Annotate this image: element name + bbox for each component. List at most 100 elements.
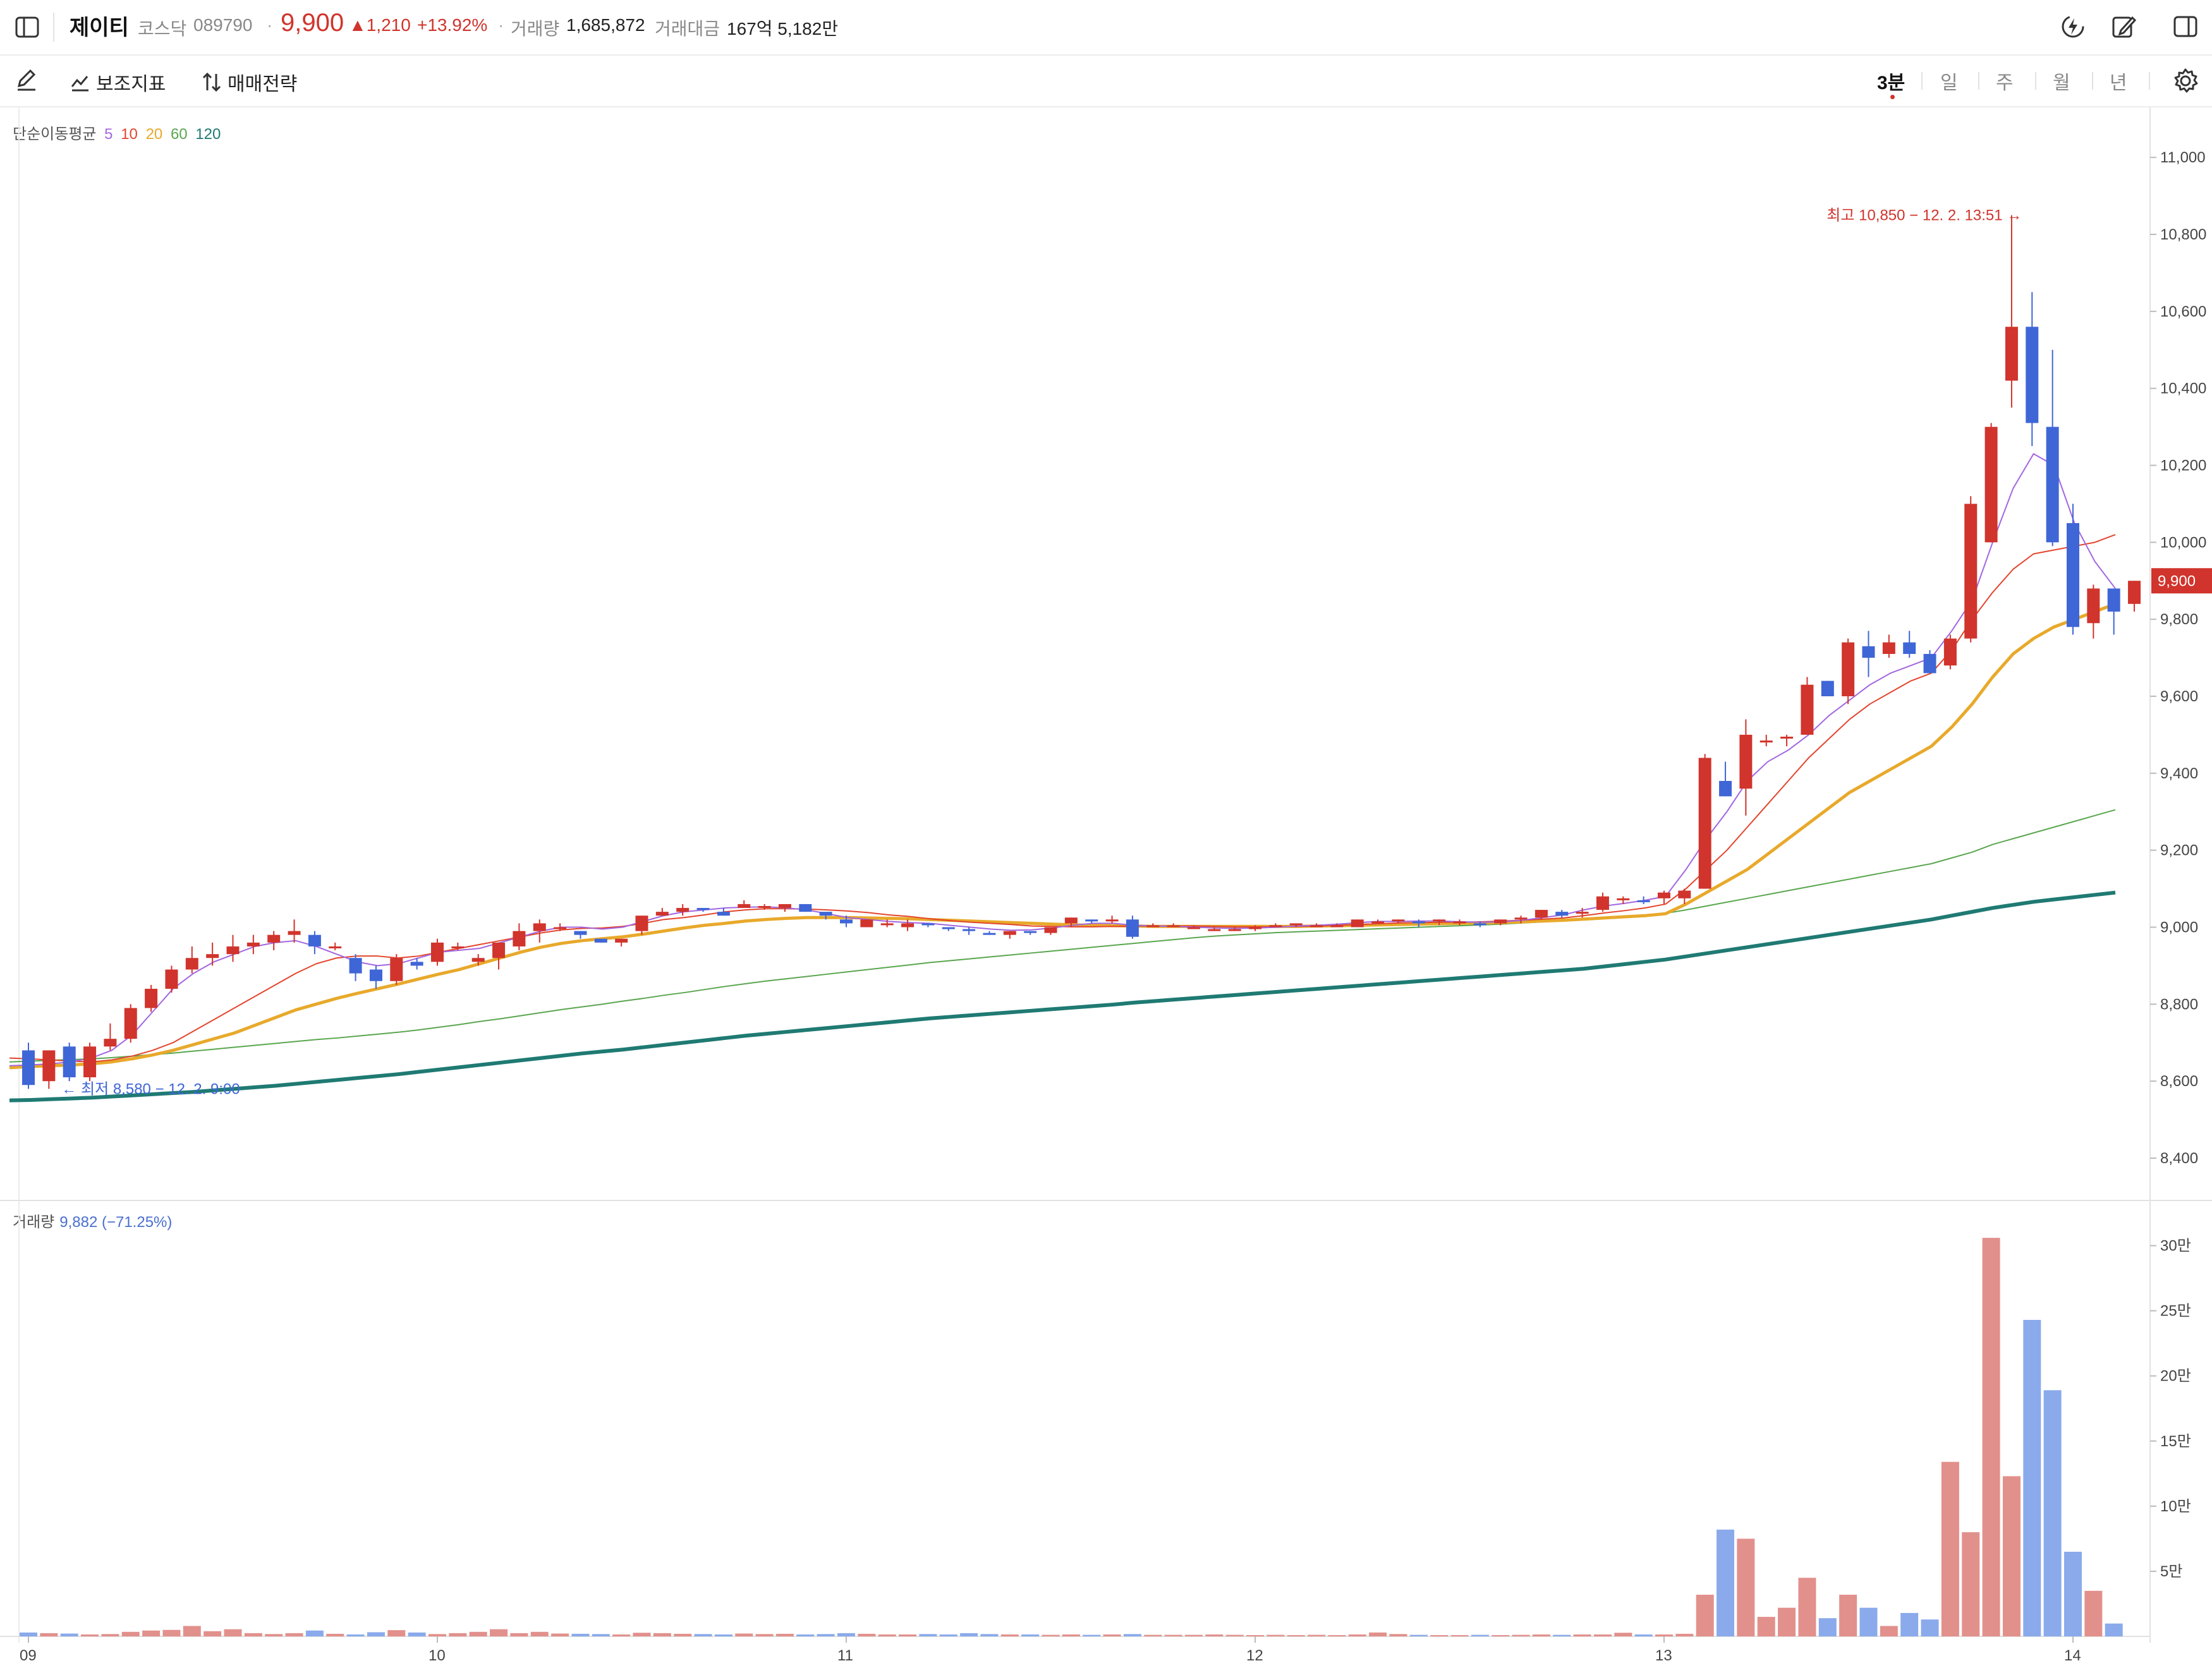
period-tab-month[interactable]: 월 bbox=[2053, 73, 2070, 94]
indicator-button[interactable]: 보조지표 bbox=[70, 68, 166, 96]
separator-dot: · bbox=[267, 15, 273, 35]
period-divider bbox=[2035, 72, 2036, 90]
candle-body bbox=[655, 912, 669, 916]
candle-body bbox=[1433, 919, 1446, 922]
volume-tick-label: 5만 bbox=[2160, 1563, 2182, 1580]
volume-bar bbox=[265, 1634, 283, 1636]
volume-bar bbox=[1593, 1634, 1612, 1636]
candle-body bbox=[758, 905, 771, 908]
period-tab-year[interactable]: 년 bbox=[2110, 73, 2127, 94]
active-period-dot bbox=[1890, 95, 1895, 99]
volume-bar bbox=[1778, 1607, 1796, 1636]
price-tick-label: 8,800 bbox=[2160, 996, 2198, 1013]
volume-bar bbox=[1614, 1633, 1632, 1636]
volume-bar bbox=[1389, 1634, 1407, 1636]
volume-bar bbox=[305, 1630, 324, 1636]
period-tab-day[interactable]: 일 bbox=[1940, 73, 1958, 94]
candle-body bbox=[1759, 740, 1773, 743]
volume-legend: 거래량 9,882 (−71.25%) bbox=[13, 1209, 172, 1231]
moving-average-lines bbox=[9, 453, 2116, 1103]
candle-body bbox=[2067, 523, 2079, 627]
gear-icon[interactable] bbox=[2172, 67, 2199, 98]
volume-bar bbox=[633, 1633, 651, 1636]
candle-body bbox=[1678, 890, 1691, 898]
time-tick-label: 11 bbox=[837, 1647, 853, 1664]
stock-header: 제이티 코스닥 089790 · 9,900 ▲1,210 +13.92% · … bbox=[0, 0, 2212, 56]
candle-body bbox=[1024, 931, 1037, 933]
candle-body bbox=[2046, 426, 2059, 543]
ma10-line bbox=[9, 534, 2116, 1063]
time-tick-label: 12 bbox=[1246, 1647, 1263, 1664]
header-divider bbox=[53, 13, 54, 42]
price-tick-label: 10,800 bbox=[2160, 226, 2206, 243]
price-axis: 8,400 8,600 8,800 9,000 9,200 9,400 9,600 9,800… bbox=[2150, 149, 2212, 1167]
volume-bar bbox=[817, 1634, 835, 1636]
volume-bar bbox=[204, 1631, 222, 1636]
volume-tick-label: 25만 bbox=[2160, 1303, 2191, 1320]
volume-bar bbox=[1818, 1618, 1837, 1636]
candle-body bbox=[431, 942, 444, 962]
candle-body bbox=[1187, 927, 1200, 929]
candle-body bbox=[533, 923, 546, 931]
volume-bar bbox=[960, 1633, 978, 1636]
volume-bar bbox=[183, 1626, 201, 1636]
candle-body bbox=[635, 916, 648, 931]
candle-body bbox=[22, 1050, 35, 1085]
volume-bar bbox=[490, 1629, 508, 1636]
price-tick-label: 9,800 bbox=[2160, 611, 2198, 628]
panel-icon[interactable] bbox=[2172, 13, 2199, 40]
volume-bar bbox=[387, 1630, 406, 1636]
volume-bar bbox=[755, 1634, 774, 1636]
candle-body bbox=[1862, 646, 1875, 658]
volume-label: 거래량 bbox=[511, 19, 560, 39]
period-divider bbox=[2092, 72, 2093, 90]
ma60-line bbox=[9, 809, 2116, 1063]
edit-icon[interactable] bbox=[2110, 13, 2137, 40]
stock-code: 089790 bbox=[193, 15, 253, 35]
volume-bar bbox=[899, 1634, 917, 1636]
candle-body bbox=[2128, 581, 2141, 604]
volume-legend-value: 9,882 (−71.25%) bbox=[59, 1214, 173, 1231]
volume-bar bbox=[1553, 1635, 1571, 1636]
volume-bar bbox=[1205, 1634, 1224, 1636]
volume-bar bbox=[2023, 1320, 2041, 1636]
candle-body bbox=[799, 904, 812, 912]
ma-legend-10: 10 bbox=[121, 126, 138, 143]
volume-bar bbox=[735, 1633, 753, 1636]
volume-bar bbox=[1000, 1634, 1019, 1636]
candle-body bbox=[1719, 781, 1732, 797]
volume-bar bbox=[1941, 1461, 1959, 1636]
volume-bar bbox=[2084, 1590, 2103, 1636]
strategy-button[interactable]: 매매전략 bbox=[201, 68, 297, 96]
volume-bar bbox=[1880, 1626, 1898, 1636]
period-tab-week[interactable]: 주 bbox=[1996, 73, 2014, 94]
candle-body bbox=[676, 908, 690, 912]
candle-body bbox=[1534, 910, 1548, 918]
stock-name: 제이티 bbox=[70, 16, 129, 40]
lightning-icon[interactable] bbox=[2059, 13, 2087, 40]
candle-body bbox=[124, 1008, 137, 1039]
volume-bar bbox=[1369, 1632, 1387, 1636]
volume-bar bbox=[1348, 1634, 1366, 1636]
candle-body bbox=[1882, 642, 1895, 654]
volume-bar bbox=[1839, 1595, 1857, 1636]
candle-body bbox=[267, 934, 281, 943]
period-divider bbox=[1921, 72, 1923, 90]
volume-bar bbox=[1328, 1635, 1346, 1636]
candle-body bbox=[1739, 734, 1753, 789]
volume-bar bbox=[1737, 1538, 1755, 1636]
candle-body bbox=[1371, 921, 1385, 924]
candle-body bbox=[349, 958, 362, 974]
sidebar-toggle-icon[interactable] bbox=[14, 14, 40, 40]
volume-bar bbox=[878, 1634, 896, 1636]
volume-tick-label: 30만 bbox=[2160, 1238, 2191, 1255]
candle-body bbox=[1453, 921, 1466, 924]
volume-bar bbox=[592, 1634, 610, 1636]
chart-toolbar: 보조지표 매매전략 3분 일 주 월 년 bbox=[0, 56, 2212, 107]
volume-bar bbox=[939, 1634, 957, 1636]
candle-body bbox=[471, 958, 485, 962]
market-label: 코스닥 bbox=[138, 19, 187, 39]
period-tab-3min[interactable]: 3분 bbox=[1877, 73, 1905, 94]
pencil-icon[interactable] bbox=[14, 67, 39, 92]
